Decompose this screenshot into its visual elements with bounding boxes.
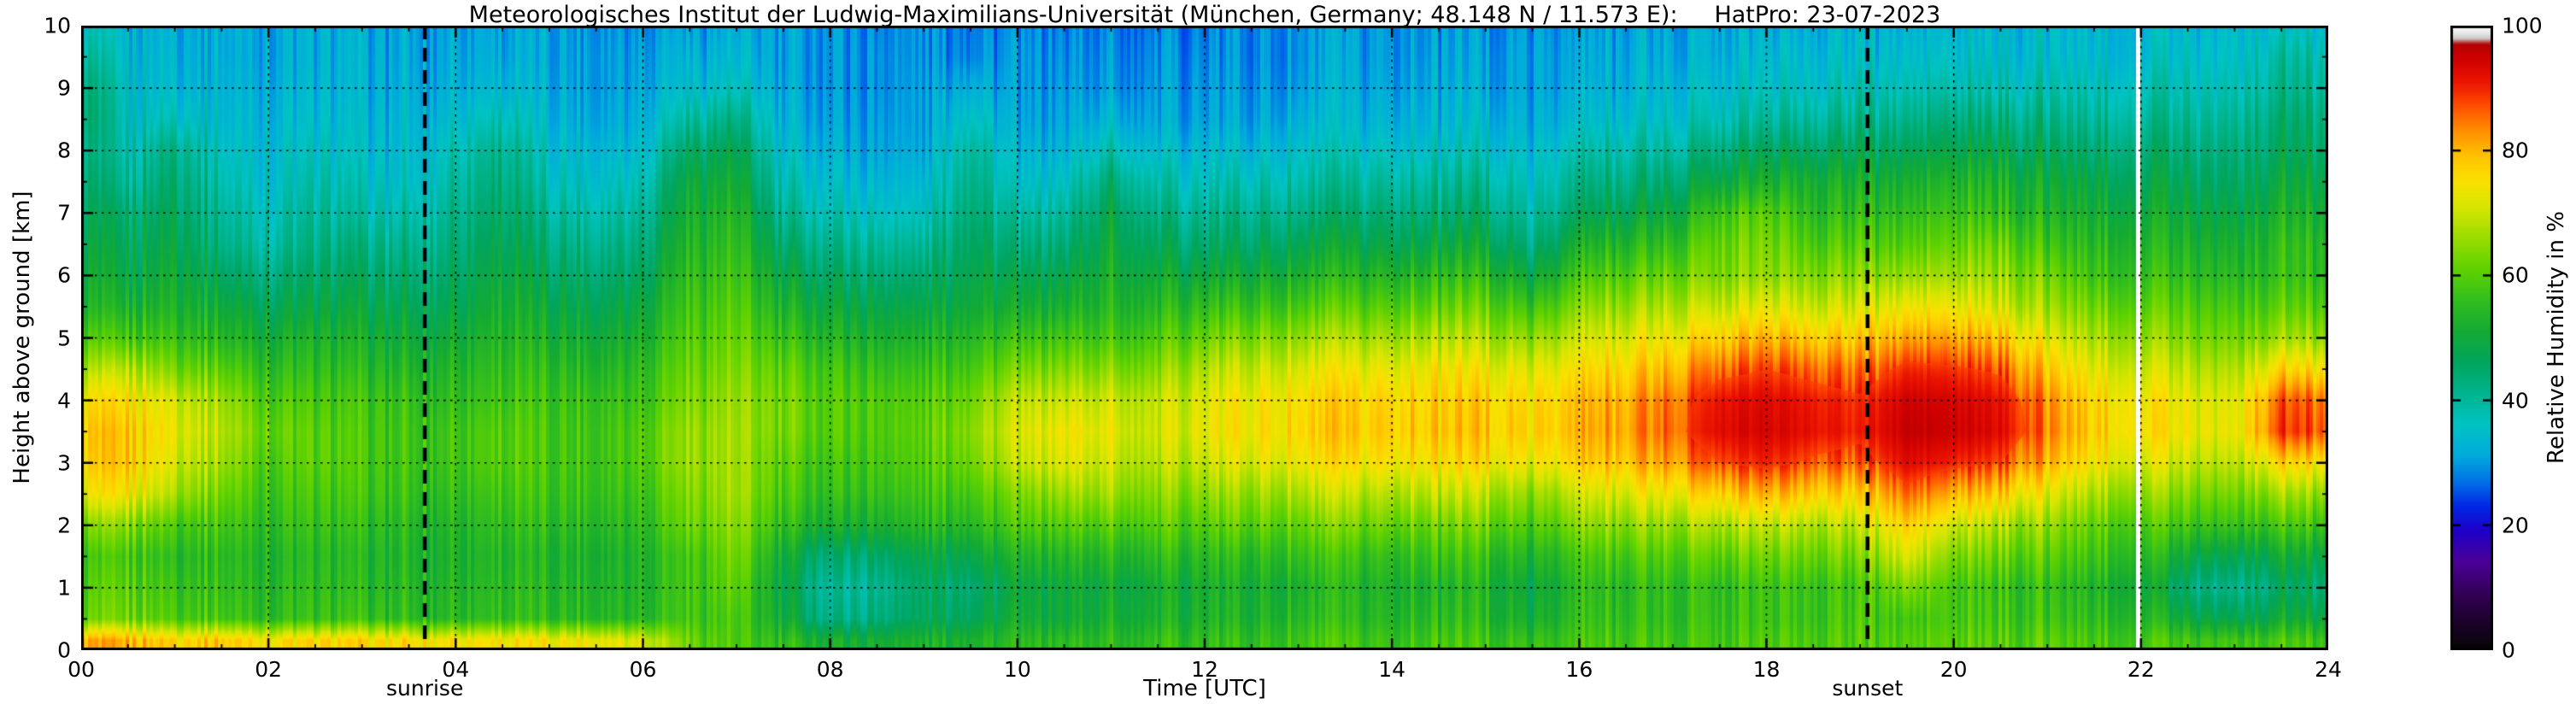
x-tick-label: 02 bbox=[255, 657, 283, 682]
y-tick-label: 8 bbox=[57, 138, 71, 163]
heatmap-plot-canvas bbox=[81, 26, 2328, 650]
sunrise-annotation: sunrise bbox=[385, 676, 464, 701]
chart-title: Meteorologisches Institut der Ludwig-Max… bbox=[468, 2, 1941, 28]
colorbar-tick-label: 100 bbox=[2502, 13, 2543, 38]
y-tick-label: 10 bbox=[44, 13, 71, 38]
colorbar-label: Relative Humidity in % bbox=[2544, 211, 2569, 464]
x-tick-label: 04 bbox=[442, 657, 470, 682]
x-tick-label: 18 bbox=[1752, 657, 1781, 682]
x-axis-label: Time [UTC] bbox=[1143, 676, 1266, 701]
y-tick-label: 1 bbox=[57, 575, 71, 601]
y-tick-label: 9 bbox=[57, 75, 71, 101]
x-tick-label: 16 bbox=[1565, 657, 1593, 682]
colorbar-tick-label: 20 bbox=[2502, 513, 2529, 538]
y-axis-label: Height above ground [km] bbox=[9, 191, 35, 484]
y-tick-label: 4 bbox=[57, 388, 71, 414]
x-tick-label: 24 bbox=[2315, 657, 2342, 682]
x-tick-label: 22 bbox=[2127, 657, 2155, 682]
y-tick-label: 7 bbox=[57, 200, 71, 226]
x-tick-label: 06 bbox=[629, 657, 657, 682]
colorbar-tick-label: 60 bbox=[2502, 262, 2529, 288]
y-tick-label: 3 bbox=[57, 450, 71, 476]
y-tick-label: 0 bbox=[57, 637, 71, 663]
x-tick-label: 00 bbox=[67, 657, 95, 682]
x-tick-label: 12 bbox=[1191, 657, 1218, 682]
y-tick-label: 6 bbox=[57, 262, 71, 288]
x-tick-label: 20 bbox=[1939, 657, 1968, 682]
x-tick-label: 14 bbox=[1378, 657, 1406, 682]
colorbar-tick-label: 0 bbox=[2502, 637, 2515, 663]
sunset-annotation: sunset bbox=[1832, 676, 1904, 701]
x-tick-label: 10 bbox=[1003, 657, 1031, 682]
colorbar-canvas bbox=[2450, 26, 2493, 650]
y-tick-label: 5 bbox=[57, 326, 71, 350]
y-tick-label: 2 bbox=[57, 513, 71, 538]
x-tick-label: 08 bbox=[816, 657, 844, 682]
colorbar-tick-label: 40 bbox=[2502, 388, 2529, 414]
colorbar-tick-label: 80 bbox=[2502, 138, 2529, 163]
